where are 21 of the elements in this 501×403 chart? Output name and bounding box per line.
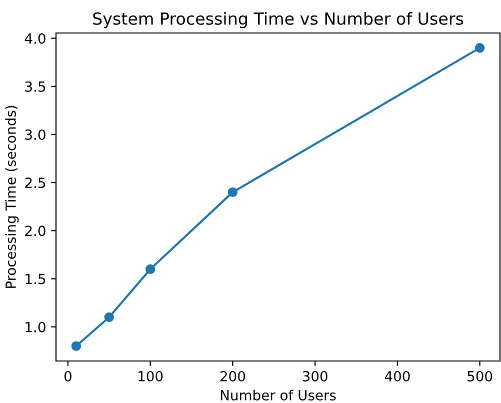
y-axis-title: Processing Time (seconds) (5, 106, 19, 288)
x-tick-label: 300 (302, 370, 328, 382)
y-tick-label: 2.0 (25, 226, 46, 236)
y-tick-label: 1.0 (26, 322, 46, 332)
y-tick-label: 3.5 (25, 81, 46, 92)
x-tick-label: 400 (384, 370, 410, 382)
x-tick-label: 0 (64, 370, 72, 382)
y-tick-label: 2.5 (25, 178, 46, 188)
point (228, 187, 238, 198)
x-tick-label: 500 (468, 370, 492, 382)
point (104, 312, 114, 322)
y-tick-label: 4.0 (24, 33, 46, 44)
y-tick-label: 3.0 (25, 129, 46, 140)
point (145, 264, 156, 274)
y-tick-label: 1.5 (26, 274, 46, 284)
x-tick-label: 200 (220, 370, 246, 382)
point (71, 341, 82, 351)
x-tick-label: 100 (138, 370, 163, 382)
chart-title: System Processing Time vs Number of Users (93, 12, 464, 28)
x-axis-title: Number of Users (220, 390, 336, 400)
point (474, 43, 485, 53)
